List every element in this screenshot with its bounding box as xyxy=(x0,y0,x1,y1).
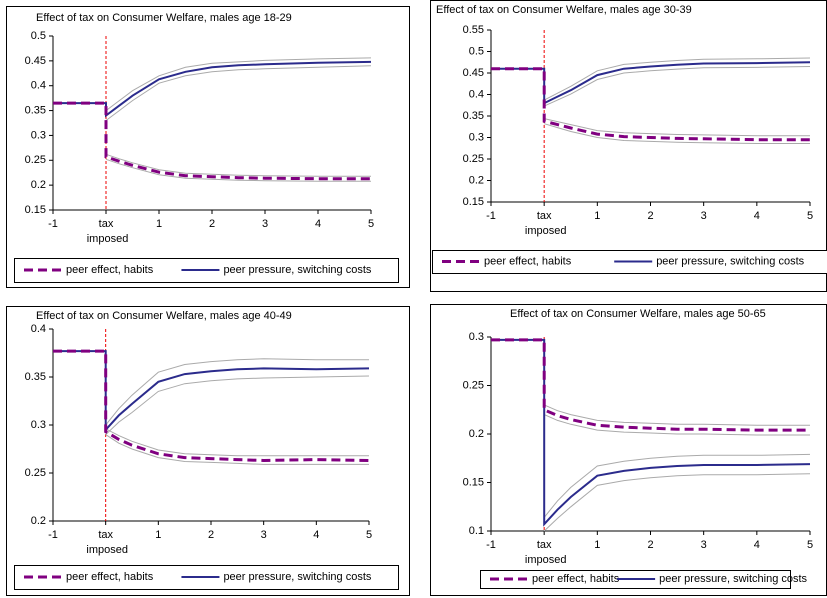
chart-frame xyxy=(6,306,410,596)
x-tick-label: 2 xyxy=(208,529,214,541)
y-tick-label: 0.5 xyxy=(469,45,484,57)
y-tick-label: 0.5 xyxy=(31,30,46,42)
y-tick-label: 0.35 xyxy=(463,110,484,122)
y-tick-label: 0.4 xyxy=(31,323,46,335)
x-tick-label: 5 xyxy=(368,218,374,230)
y-tick-label: 0.2 xyxy=(31,515,46,527)
chart-title: Effect of tax on Consumer Welfare, males… xyxy=(510,308,766,320)
y-tick-label: 0.3 xyxy=(31,419,46,431)
y-tick-label: 0.15 xyxy=(463,476,484,488)
x-tick-label: -1 xyxy=(48,529,58,541)
x-tick-label: -1 xyxy=(486,539,496,551)
series-line xyxy=(491,67,810,142)
confidence-bound xyxy=(543,473,811,532)
y-tick-label: 0.2 xyxy=(31,179,46,191)
x-tick-label: 3 xyxy=(261,529,267,541)
y-tick-label: 0.25 xyxy=(463,153,484,165)
x-tick-label: 5 xyxy=(807,210,813,222)
x-tick-label: 4 xyxy=(313,529,319,541)
legend-label: peer pressure, switching costs xyxy=(659,573,807,585)
x-tick-label: tax imposed xyxy=(522,539,567,566)
x-tick-label: tax imposed xyxy=(84,218,129,245)
x-tick-label: 1 xyxy=(156,218,162,230)
confidence-bound xyxy=(543,57,811,101)
x-tick-label: tax imposed xyxy=(522,210,567,237)
legend-label: peer pressure, switching costs xyxy=(656,255,804,267)
y-tick-label: 0.25 xyxy=(25,467,46,479)
legend-label: peer pressure, switching costs xyxy=(223,571,371,583)
x-tick-label: 2 xyxy=(209,218,215,230)
y-tick-label: 0.15 xyxy=(463,196,484,208)
x-tick-label: 1 xyxy=(155,529,161,541)
x-tick-label: tax imposed xyxy=(83,529,128,556)
confidence-bound xyxy=(544,123,810,144)
series-line xyxy=(53,349,370,463)
chart: Effect of tax on Consumer Welfare, males… xyxy=(6,306,410,596)
y-tick-label: 0.45 xyxy=(25,55,46,67)
x-tick-label: -1 xyxy=(48,218,58,230)
confidence-bound xyxy=(105,57,372,111)
x-tick-label: 3 xyxy=(701,539,707,551)
series-line xyxy=(491,61,811,105)
y-tick-label: 0.35 xyxy=(25,371,46,383)
y-tick-label: 0.55 xyxy=(463,24,484,36)
confidence-bound xyxy=(105,375,370,435)
confidence-bound xyxy=(544,414,810,436)
x-tick-label: 3 xyxy=(262,218,268,230)
confidence-bound xyxy=(105,428,369,457)
chart-frame xyxy=(6,6,410,288)
legend-label: peer effect, habits xyxy=(66,264,154,276)
x-tick-label: 3 xyxy=(701,210,707,222)
x-tick-label: 4 xyxy=(754,539,760,551)
legend-label: peer effect, habits xyxy=(484,255,572,267)
chart-title: Effect of tax on Consumer Welfare, males… xyxy=(36,310,292,322)
confidence-bound xyxy=(105,153,371,177)
y-tick-label: 0.3 xyxy=(469,331,484,343)
chart-title: Effect of tax on Consumer Welfare, males… xyxy=(436,4,692,16)
confidence-bound xyxy=(543,66,811,107)
chart: Effect of tax on Consumer Welfare, males… xyxy=(430,0,827,292)
legend-box xyxy=(14,565,399,590)
confidence-bound xyxy=(105,434,369,465)
series-line xyxy=(491,338,811,527)
confidence-bound xyxy=(105,65,372,121)
x-tick-label: 5 xyxy=(366,529,372,541)
x-tick-label: -1 xyxy=(486,210,496,222)
y-tick-label: 0.25 xyxy=(25,154,46,166)
chart: Effect of tax on Consumer Welfare, males… xyxy=(430,304,827,596)
y-tick-label: 0.2 xyxy=(469,428,484,440)
y-tick-label: 0.25 xyxy=(463,379,484,391)
chart-frame xyxy=(430,304,827,596)
y-tick-label: 0.35 xyxy=(25,104,46,116)
legend-label: peer effect, habits xyxy=(532,573,620,585)
legend-label: peer effect, habits xyxy=(66,571,154,583)
x-tick-label: 5 xyxy=(807,539,813,551)
legend-label: peer pressure, switching costs xyxy=(223,264,371,276)
y-tick-label: 0.45 xyxy=(463,67,484,79)
confidence-bound xyxy=(105,358,369,426)
x-tick-label: 4 xyxy=(315,218,321,230)
confidence-bound xyxy=(544,118,810,137)
y-tick-label: 0.15 xyxy=(25,204,46,216)
y-tick-label: 0.4 xyxy=(469,88,484,100)
confidence-bound xyxy=(544,404,810,426)
confidence-bound xyxy=(105,158,371,182)
x-tick-label: 1 xyxy=(594,539,600,551)
y-tick-label: 0.3 xyxy=(31,129,46,141)
chart: Effect of tax on Consumer Welfare, males… xyxy=(6,6,410,288)
y-tick-label: 0.4 xyxy=(31,80,46,92)
y-tick-label: 0.2 xyxy=(469,174,484,186)
y-tick-label: 0.1 xyxy=(469,525,484,537)
x-tick-label: 4 xyxy=(754,210,760,222)
series-line xyxy=(53,101,371,181)
confidence-bound xyxy=(543,453,811,518)
x-tick-label: 2 xyxy=(647,210,653,222)
x-tick-label: 1 xyxy=(594,210,600,222)
y-tick-label: 0.3 xyxy=(469,131,484,143)
chart-title: Effect of tax on Consumer Welfare, males… xyxy=(36,12,292,24)
chart-frame xyxy=(430,0,827,292)
x-tick-label: 2 xyxy=(647,539,653,551)
